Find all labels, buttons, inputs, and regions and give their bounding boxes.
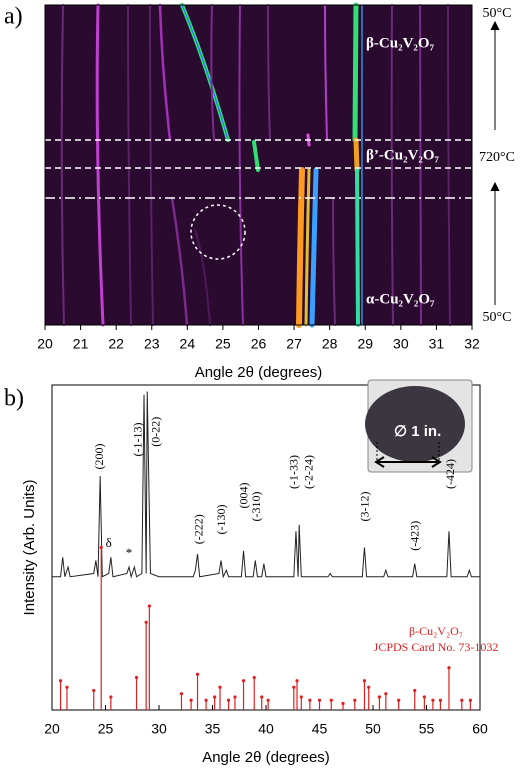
reference-stick-cap bbox=[362, 679, 367, 683]
phase-label: β’-Cu₂V₂O₇ bbox=[366, 147, 440, 163]
peak-label: (-423) bbox=[408, 521, 422, 551]
reference-stick-cap bbox=[233, 695, 237, 699]
x-tick-label: 20 bbox=[37, 336, 53, 352]
x-tick-label: 20 bbox=[44, 721, 60, 737]
reference-stick-cap bbox=[353, 698, 357, 702]
reference-stick-cap bbox=[195, 672, 200, 676]
reference-stick-cap bbox=[266, 698, 270, 702]
peak-label: (-222) bbox=[191, 514, 205, 544]
reference-stick-cap bbox=[189, 698, 193, 702]
x-tick-label: 30 bbox=[393, 336, 409, 352]
x-tick-label: 26 bbox=[251, 336, 267, 352]
reference-stick-cap bbox=[179, 692, 184, 696]
reference-stick-cap bbox=[65, 685, 69, 689]
temperature-label: 50°C bbox=[483, 6, 512, 21]
peak-label: (-310) bbox=[249, 492, 263, 522]
x-tick-label: 24 bbox=[180, 336, 196, 352]
peak-label: (-130) bbox=[214, 505, 228, 535]
reference-stick-cap bbox=[299, 695, 303, 699]
series-label: β-Cu₂V₂O₇ bbox=[409, 624, 463, 638]
reference-stick-cap bbox=[134, 675, 139, 680]
x-tick-label: 50 bbox=[365, 721, 381, 737]
inset-label: ∅ 1 in. bbox=[394, 423, 441, 440]
peak-label: (0-22) bbox=[149, 417, 163, 447]
sample-inset: ∅ 1 in. bbox=[365, 379, 473, 473]
reference-stick-cap bbox=[241, 679, 246, 683]
peak-label: (-2-24) bbox=[302, 455, 316, 489]
reference-stick-cap bbox=[397, 698, 401, 702]
x-tick-label: 22 bbox=[108, 336, 124, 352]
reference-stick-cap bbox=[341, 701, 345, 706]
panel-label: a) bbox=[4, 4, 23, 30]
x-tick-label: 23 bbox=[144, 336, 160, 352]
temperature-arrows bbox=[490, 20, 500, 305]
peak-label: δ bbox=[106, 535, 112, 550]
reference-stick-cap bbox=[384, 692, 388, 696]
x-axis-label: Angle 2θ (degrees) bbox=[195, 364, 323, 381]
x-tick-label: 25 bbox=[215, 336, 231, 352]
reference-stick-cap bbox=[204, 698, 208, 702]
reference-stick-cap bbox=[422, 695, 426, 699]
series-caption: JCPDS Card No. 73-1032 bbox=[374, 640, 499, 654]
heatmap: β-Cu₂V₂O₇ β’-Cu₂V₂O₇ α-Cu₂V₂O₇ bbox=[45, 2, 472, 328]
peak-label: (-424) bbox=[443, 459, 457, 489]
x-tick-label: 31 bbox=[429, 336, 445, 352]
phase-label: β-Cu₂V₂O₇ bbox=[366, 35, 435, 51]
peak-label: (-1-13) bbox=[130, 423, 144, 457]
diffraction-traces bbox=[60, 2, 451, 328]
reference-stick-cap bbox=[329, 698, 333, 702]
y-axis-label: Intensity (Arb. Units) bbox=[21, 480, 38, 616]
diffraction-pattern bbox=[52, 391, 480, 579]
reference-stick-cap bbox=[58, 679, 63, 683]
peak-label: (-1-33) bbox=[287, 455, 301, 489]
reference-stick-cap bbox=[295, 679, 299, 683]
panel-label: b) bbox=[4, 386, 24, 412]
reference-stick-cap bbox=[413, 688, 417, 693]
reference-stick-cap bbox=[213, 695, 217, 699]
x-tick-label: 40 bbox=[258, 721, 274, 737]
reference-stick-cap bbox=[431, 698, 435, 702]
reference-stick-cap bbox=[308, 698, 312, 702]
reference-stick-cap bbox=[252, 675, 256, 680]
reference-stick-cap bbox=[438, 698, 443, 702]
x-tick-label: 32 bbox=[464, 336, 480, 352]
reference-stick-cap bbox=[260, 695, 264, 699]
reference-stick-cap bbox=[460, 698, 464, 702]
reference-stick-cap bbox=[377, 695, 382, 699]
x-tick-label: 27 bbox=[286, 336, 302, 352]
peak-label: (200) bbox=[92, 444, 106, 470]
x-tick-label: 45 bbox=[312, 721, 328, 737]
x-tick-label: 35 bbox=[205, 721, 221, 737]
reference-stick-cap bbox=[226, 698, 231, 702]
x-tick-label: 55 bbox=[419, 721, 435, 737]
temperature-label: 720°C bbox=[479, 150, 515, 165]
x-tick-label: 21 bbox=[73, 336, 89, 352]
reference-stick-cap bbox=[292, 685, 296, 689]
temperature-label: 50°C bbox=[483, 310, 512, 325]
reference-stick-cap bbox=[147, 604, 151, 608]
phase-label: α-Cu₂V₂O₇ bbox=[366, 291, 435, 307]
x-tick-label: 25 bbox=[98, 721, 114, 737]
reference-stick-cap bbox=[218, 685, 222, 689]
x-tick-label: 28 bbox=[322, 336, 338, 352]
peak-label: * bbox=[126, 545, 133, 560]
reference-stick-cap bbox=[367, 685, 371, 689]
reference-stick-cap bbox=[447, 666, 451, 670]
peak-label: (3-12) bbox=[357, 492, 371, 522]
reference-stick-cap bbox=[317, 698, 322, 702]
x-tick-label: 29 bbox=[357, 336, 373, 352]
reference-stick-cap bbox=[109, 695, 113, 699]
x-tick-label: 60 bbox=[472, 721, 488, 737]
phase-dividers bbox=[45, 139, 472, 260]
reference-stick-cap bbox=[99, 545, 103, 550]
reference-stick-cap bbox=[92, 688, 96, 693]
peak-label: (004) bbox=[236, 483, 250, 509]
reference-stick-cap bbox=[144, 620, 148, 624]
x-tick-label: 30 bbox=[151, 721, 167, 737]
reference-stick-cap bbox=[468, 698, 472, 702]
x-axis-label: Angle 2θ (degrees) bbox=[202, 749, 330, 766]
